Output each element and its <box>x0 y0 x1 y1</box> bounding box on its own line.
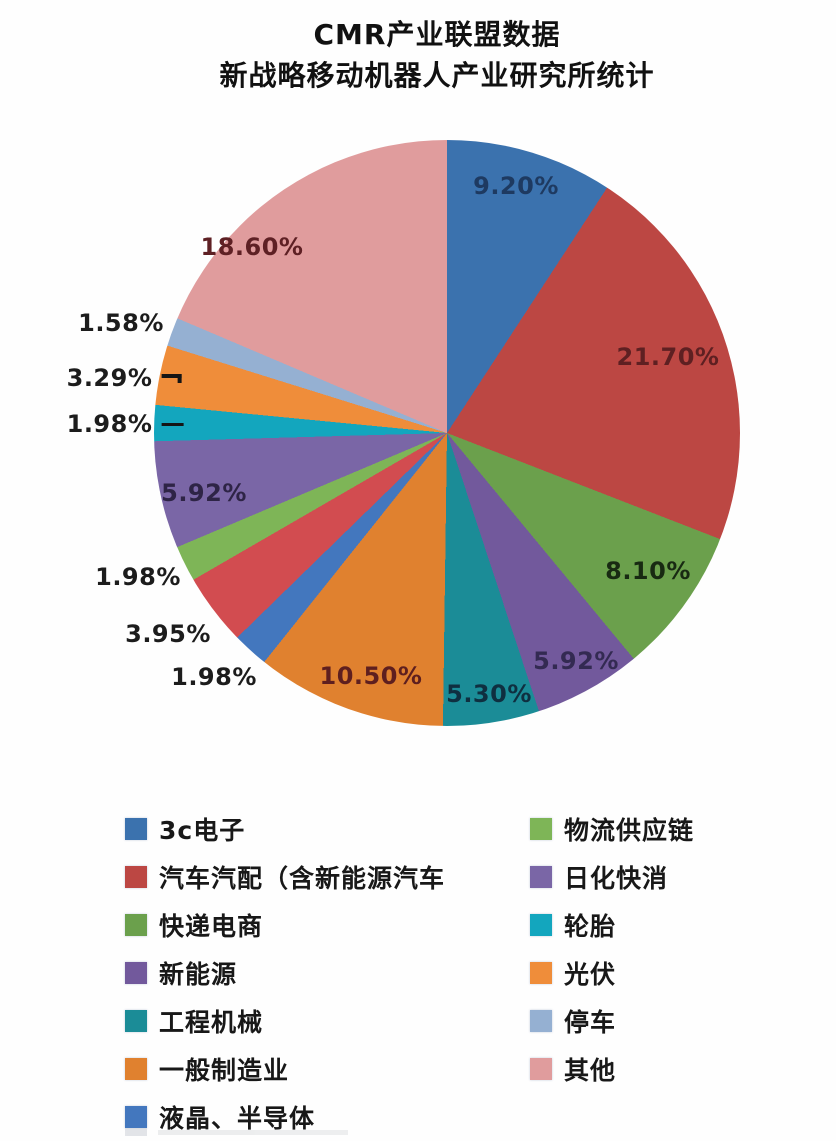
legend-item-cutoff <box>125 1128 425 1136</box>
slice-label-text: 1.58% <box>78 309 164 337</box>
legend-item: 物流供应链 <box>530 805 694 853</box>
legend-label: 新能源 <box>159 960 238 989</box>
slice-label: 21.70% <box>617 343 720 371</box>
legend-swatch <box>530 914 552 936</box>
label-leader-line <box>161 422 184 426</box>
slice-label: 8.10% <box>605 557 691 585</box>
legend-item: 3c电子 <box>125 805 445 853</box>
slice-label: 9.20% <box>473 172 559 200</box>
legend-label: 快递电商 <box>159 912 264 941</box>
legend-label: 液晶、半导体 <box>159 1104 316 1133</box>
slice-label-text: 1.98% <box>66 410 153 438</box>
slice-label: 1.58% <box>78 309 164 337</box>
slice-label: 1.98% <box>171 663 257 691</box>
legend-item: 液晶、半导体 <box>125 1093 445 1141</box>
slice-label-text: 10.50% <box>319 662 423 690</box>
legend-item: 快递电商 <box>125 901 445 949</box>
slice-label-text: 5.92% <box>533 647 619 675</box>
legend-label: 光伏 <box>564 960 617 989</box>
legend-swatch <box>530 962 552 984</box>
legend-item: 工程机械 <box>125 997 445 1045</box>
legend-label: 停车 <box>564 1008 617 1037</box>
pie-slices <box>154 140 740 726</box>
legend-swatch <box>530 818 552 840</box>
slice-label: 5.92% <box>533 647 619 675</box>
slice-label-text: 18.60% <box>200 233 304 261</box>
slice-label-text: 1.98% <box>171 663 257 691</box>
legend-item: 其他 <box>530 1045 694 1093</box>
legend-label: 汽车汽配（含新能源汽车 <box>159 864 446 893</box>
legend-cutoff-text-hint <box>158 1130 348 1135</box>
legend-swatch <box>530 866 552 888</box>
slice-label-text: 21.70% <box>616 343 720 371</box>
legend-item: 汽车汽配（含新能源汽车 <box>125 853 445 901</box>
legend-column-2: 物流供应链日化快消轮胎光伏停车其他 <box>530 805 694 1093</box>
slice-label-text: 3.95% <box>125 620 211 648</box>
chart-title-line1: CMR产业联盟数据 <box>313 18 561 51</box>
slice-label-text: 9.20% <box>473 172 559 200</box>
legend-label: 工程机械 <box>159 1008 264 1037</box>
legend-cutoff-swatch <box>125 1128 147 1136</box>
legend-label: 物流供应链 <box>564 816 695 845</box>
legend-label: 轮胎 <box>564 912 617 941</box>
slice-label: 5.30% <box>446 680 532 708</box>
legend-label: 日化快消 <box>564 864 669 893</box>
slice-label-text: 8.10% <box>605 557 691 585</box>
chart-title: CMR产业联盟数据 新战略移动机器人产业研究所统计 <box>19 14 836 96</box>
chart-title-line2: 新战略移动机器人产业研究所统计 <box>219 59 655 92</box>
slice-label: 5.92% <box>161 479 247 507</box>
legend-item: 日化快消 <box>530 853 694 901</box>
legend-swatch <box>125 866 147 888</box>
slice-label: 10.50% <box>320 662 423 690</box>
legend-swatch <box>125 1106 147 1128</box>
legend-swatch <box>530 1058 552 1080</box>
slice-label-text: 3.29% <box>66 364 153 392</box>
legend-item: 停车 <box>530 997 694 1045</box>
legend-swatch <box>530 1010 552 1032</box>
slice-label: 1.98% <box>95 563 181 591</box>
legend-swatch <box>125 1058 147 1080</box>
slice-label: 18.60% <box>201 233 304 261</box>
legend-column-1: 3c电子汽车汽配（含新能源汽车 快递电商新能源工程机械一般制造业液晶、半导体 <box>125 805 445 1141</box>
slice-label-text: 5.30% <box>446 680 532 708</box>
slice-label-text: 5.92% <box>161 479 247 507</box>
slice-label: 1.98% <box>67 410 184 438</box>
legend-label: 3c电子 <box>159 816 246 845</box>
legend-swatch <box>125 1010 147 1032</box>
legend-item: 光伏 <box>530 949 694 997</box>
legend-swatch <box>125 818 147 840</box>
legend-swatch <box>125 962 147 984</box>
legend-item: 新能源 <box>125 949 445 997</box>
slice-label: 3.95% <box>125 620 211 648</box>
legend-item: 一般制造业 <box>125 1045 445 1093</box>
slice-label: 3.29% <box>67 364 182 392</box>
label-leader-line <box>161 373 182 383</box>
legend-item: 轮胎 <box>530 901 694 949</box>
legend-swatch <box>125 914 147 936</box>
legend-label: 其他 <box>564 1056 617 1085</box>
slice-label-text: 1.98% <box>95 563 181 591</box>
legend-label: 一般制造业 <box>159 1056 290 1085</box>
